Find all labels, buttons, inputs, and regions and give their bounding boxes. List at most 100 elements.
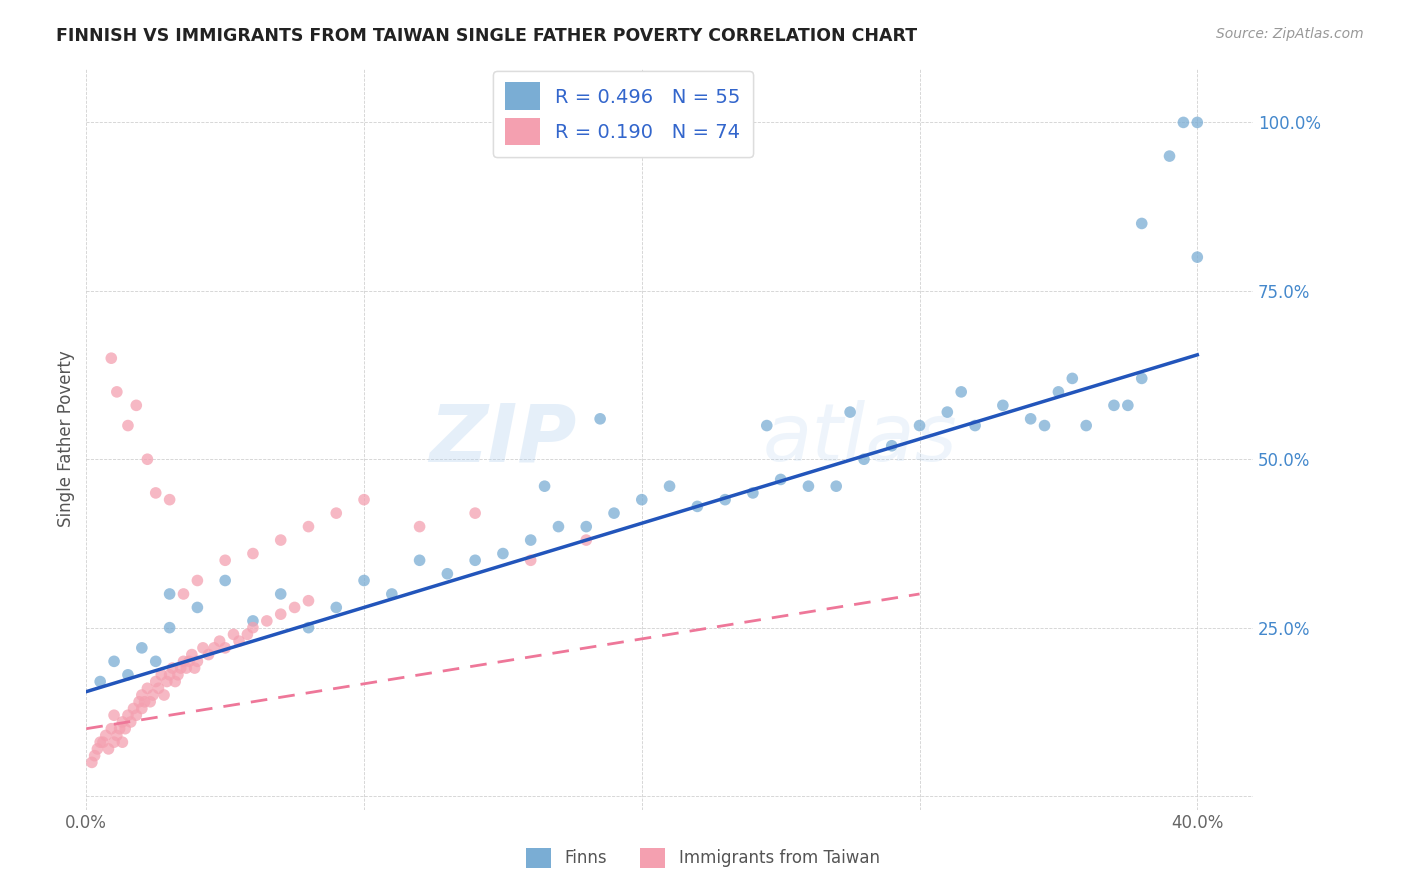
Point: [575, 519, 598, 533]
Point: [825, 479, 848, 493]
Point: [105, 728, 128, 742]
Point: [131, 688, 153, 702]
Point: [284, 600, 307, 615]
Point: [170, 661, 193, 675]
Point: [1033, 418, 1056, 433]
Point: [1130, 371, 1153, 385]
Point: [797, 479, 820, 493]
Point: [183, 661, 205, 675]
Point: [159, 668, 181, 682]
Point: [139, 695, 162, 709]
Point: [270, 587, 292, 601]
Point: [136, 452, 159, 467]
Point: [186, 574, 208, 588]
Point: [1187, 250, 1209, 264]
Point: [186, 600, 208, 615]
Point: [270, 607, 292, 622]
Point: [950, 384, 973, 399]
Point: [167, 668, 190, 682]
Point: [89, 674, 111, 689]
Point: [755, 418, 778, 433]
Point: [1062, 371, 1084, 385]
Point: [297, 593, 319, 607]
Point: [936, 405, 959, 419]
Point: [1116, 398, 1139, 412]
Point: [853, 452, 876, 467]
Point: [80, 756, 103, 770]
Point: [519, 553, 541, 567]
Point: [325, 600, 347, 615]
Point: [533, 479, 555, 493]
Point: [242, 614, 264, 628]
Point: [603, 506, 626, 520]
Point: [589, 412, 612, 426]
Point: [353, 492, 375, 507]
Text: atlas: atlas: [763, 400, 957, 478]
Point: [197, 648, 219, 662]
Point: [103, 654, 125, 668]
Point: [117, 708, 139, 723]
Point: [408, 553, 430, 567]
Point: [630, 492, 652, 507]
Point: [97, 742, 120, 756]
Point: [880, 439, 903, 453]
Point: [145, 654, 167, 668]
Point: [150, 668, 173, 682]
Point: [156, 674, 179, 689]
Point: [714, 492, 737, 507]
Point: [162, 661, 184, 675]
Point: [159, 492, 181, 507]
Point: [103, 708, 125, 723]
Point: [839, 405, 862, 419]
Point: [191, 640, 214, 655]
Point: [145, 486, 167, 500]
Point: [658, 479, 681, 493]
Point: [208, 634, 231, 648]
Point: [1187, 115, 1209, 129]
Point: [214, 574, 236, 588]
Point: [297, 519, 319, 533]
Point: [1047, 384, 1070, 399]
Point: [142, 688, 165, 702]
Point: [122, 701, 145, 715]
Point: [108, 722, 131, 736]
Point: [91, 735, 114, 749]
Point: [100, 722, 122, 736]
Point: [270, 533, 292, 547]
Point: [131, 701, 153, 715]
Point: [83, 748, 105, 763]
Point: [236, 627, 259, 641]
Point: [180, 648, 202, 662]
Point: [94, 728, 117, 742]
Point: [136, 681, 159, 696]
Point: [86, 742, 108, 756]
Point: [741, 486, 763, 500]
Point: [1076, 418, 1098, 433]
Point: [686, 500, 709, 514]
Point: [111, 735, 134, 749]
Point: [464, 553, 486, 567]
Point: [297, 621, 319, 635]
Point: [117, 668, 139, 682]
Point: [120, 714, 142, 729]
Point: [125, 398, 148, 412]
Point: [519, 533, 541, 547]
Point: [134, 695, 156, 709]
Point: [242, 547, 264, 561]
Point: [177, 654, 200, 668]
Point: [100, 351, 122, 366]
Point: [186, 654, 208, 668]
Point: [325, 506, 347, 520]
Point: [173, 587, 195, 601]
Text: FINNISH VS IMMIGRANTS FROM TAIWAN SINGLE FATHER POVERTY CORRELATION CHART: FINNISH VS IMMIGRANTS FROM TAIWAN SINGLE…: [56, 27, 917, 45]
Point: [153, 688, 176, 702]
Point: [242, 621, 264, 635]
Point: [173, 654, 195, 668]
Point: [492, 547, 515, 561]
Point: [464, 506, 486, 520]
Point: [214, 640, 236, 655]
Point: [436, 566, 458, 581]
Point: [575, 533, 598, 547]
Point: [128, 695, 150, 709]
Point: [1102, 398, 1125, 412]
